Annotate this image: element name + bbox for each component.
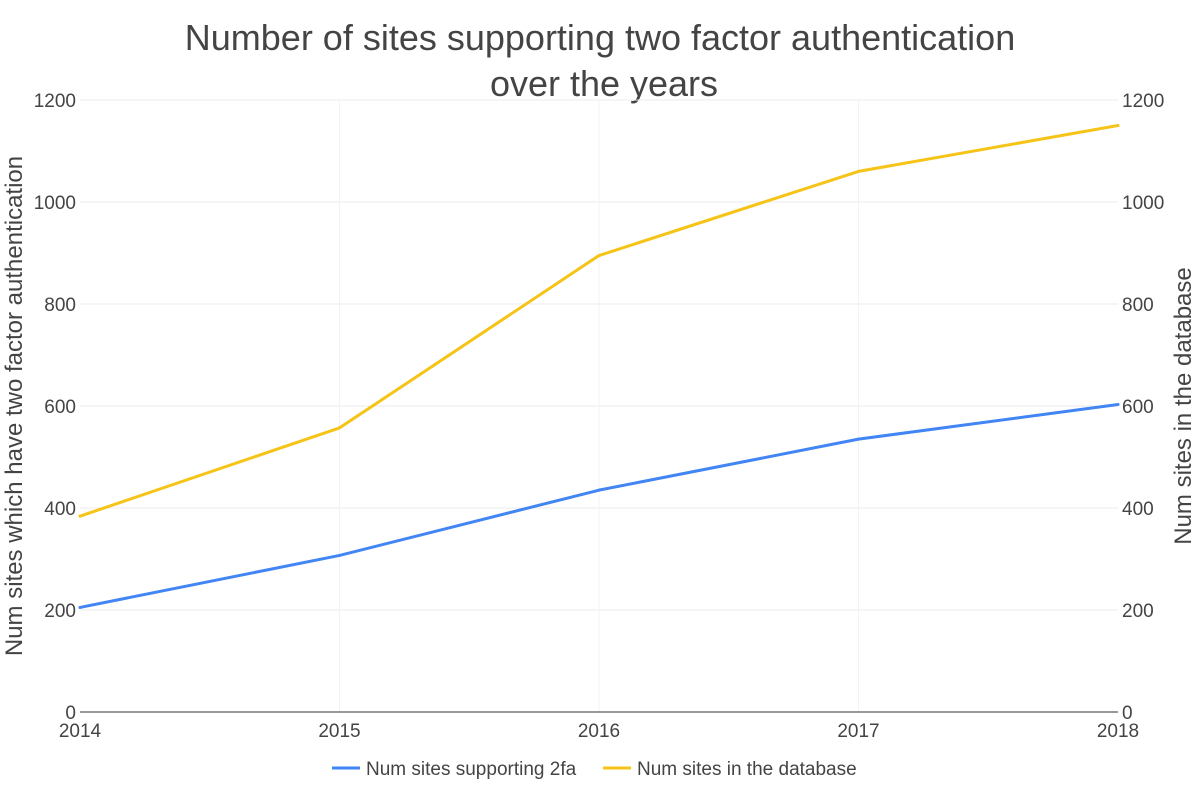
y-tick-label-left: 1000 — [34, 193, 76, 214]
y-tick-label-left: 400 — [44, 499, 76, 520]
data-point — [857, 169, 860, 173]
data-point — [1116, 402, 1120, 406]
legend-label-2fa: Num sites supporting 2fa — [366, 759, 577, 780]
y-tick-label-right: 600 — [1122, 397, 1154, 418]
data-point — [78, 605, 82, 609]
y-tick-label-right: 800 — [1122, 295, 1154, 316]
y-tick-label-right: 400 — [1122, 499, 1154, 520]
chart-title: Number of sites supporting two factor au… — [185, 17, 1015, 104]
data-point — [338, 553, 341, 557]
chart-title-line-1: Number of sites supporting two factor au… — [185, 17, 1015, 58]
data-point — [78, 514, 82, 518]
x-tick-label: 2014 — [59, 721, 102, 742]
data-point — [597, 254, 601, 258]
y-tick-label-right: 1200 — [1122, 91, 1164, 112]
chart-title-line-2: over the years — [490, 63, 718, 104]
y-tick-label-right: 200 — [1122, 601, 1154, 622]
data-point — [1116, 124, 1120, 127]
y-tick-label-left: 600 — [44, 397, 76, 418]
legend: Num sites supporting 2fa Num sites in th… — [332, 759, 857, 780]
axes: 0 200 400 600 800 1000 1200 0 200 400 600 800 1000 12… — [34, 91, 1165, 742]
y-tick-label-left: 1200 — [34, 91, 76, 112]
y-tick-label-left: 800 — [44, 295, 76, 316]
y-axis-left-label: Num sites which have two factor authenti… — [1, 156, 28, 656]
y-tick-label-left: 0 — [65, 703, 76, 724]
legend-label-database: Num sites in the database — [637, 759, 857, 780]
data-point — [338, 426, 341, 430]
x-tick-label: 2015 — [318, 721, 360, 742]
x-tick-label: 2017 — [837, 721, 879, 742]
series-lines — [78, 124, 1120, 609]
x-tick-label: 2016 — [578, 721, 620, 742]
y-tick-label-left: 200 — [44, 601, 76, 622]
data-point — [597, 488, 601, 492]
y-tick-label-right: 1000 — [1122, 193, 1164, 214]
y-tick-label-right: 0 — [1122, 703, 1133, 724]
gridlines — [80, 99, 1118, 712]
data-point — [857, 437, 860, 441]
x-tick-label: 2018 — [1097, 721, 1139, 742]
y-axis-right-label: Num sites in the database — [1170, 267, 1197, 545]
